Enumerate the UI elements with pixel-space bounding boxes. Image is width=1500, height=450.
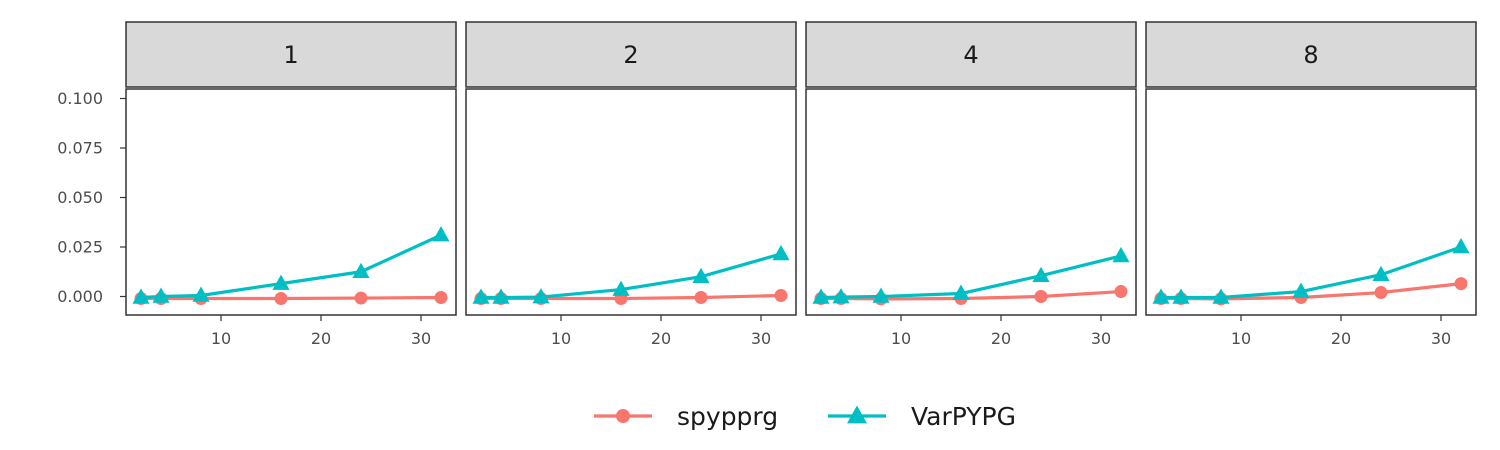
panel-area — [805, 88, 1137, 316]
legend-item-spypprg: spypprg — [594, 402, 778, 431]
x-tick-label: 30 — [1091, 329, 1111, 348]
panel-area — [465, 88, 797, 316]
legend-marker — [616, 409, 630, 423]
x-tick-label: 10 — [1231, 329, 1251, 348]
data-point-spypprg — [274, 291, 288, 305]
data-point-spypprg — [694, 290, 708, 304]
legend-item-VarPYPG: VarPYPG — [828, 402, 1016, 431]
data-point-VarPYPG — [872, 287, 890, 303]
data-point-VarPYPG — [1292, 282, 1310, 298]
facet-panel-8: 8 10 20 30 — [1145, 21, 1477, 348]
facet-panel-1: 1 10 20 30 — [125, 21, 457, 348]
data-point-VarPYPG — [832, 288, 850, 304]
y-tick-label: 0.100 — [57, 89, 103, 108]
facet-strip — [465, 21, 797, 88]
data-point-VarPYPG — [1172, 288, 1190, 304]
x-tick-label: 30 — [411, 329, 431, 348]
data-point-VarPYPG — [1372, 265, 1390, 282]
facet-strip — [805, 21, 1137, 88]
data-point-VarPYPG — [612, 280, 630, 296]
data-point-VarPYPG — [692, 267, 710, 283]
facet-strip-label: 4 — [963, 41, 978, 69]
series-line-spypprg — [141, 295, 442, 301]
data-point-VarPYPG — [192, 286, 210, 302]
facet-strip — [125, 21, 457, 88]
x-tick-label: 20 — [651, 329, 671, 348]
facet-panel-4: 4 10 20 30 — [805, 21, 1137, 348]
data-point-VarPYPG — [812, 288, 830, 304]
data-point-VarPYPG — [1032, 266, 1050, 283]
data-point-VarPYPG — [132, 288, 150, 304]
data-point-VarPYPG — [1112, 246, 1130, 263]
facet-strip-label: 2 — [623, 41, 638, 69]
x-tick-label: 10 — [551, 329, 571, 348]
data-point-VarPYPG — [432, 226, 450, 242]
data-point-VarPYPG — [772, 244, 790, 261]
panel-area — [1145, 88, 1477, 316]
data-point-VarPYPG — [1152, 288, 1170, 304]
x-tick-label: 30 — [1431, 329, 1451, 348]
data-point-spypprg — [434, 290, 448, 304]
x-tick-label: 30 — [751, 329, 771, 348]
data-point-spypprg — [1114, 285, 1128, 299]
facet-panel-2: 2 10 20 30 — [465, 21, 797, 348]
data-point-VarPYPG — [952, 284, 970, 300]
data-point-VarPYPG — [1452, 238, 1470, 254]
facet-strip — [1145, 21, 1477, 88]
data-point-spypprg — [1034, 290, 1048, 303]
data-point-VarPYPG — [272, 274, 290, 290]
legend-label: spypprg — [677, 402, 778, 431]
legend-marker — [847, 405, 867, 424]
facet-strip-label: 1 — [283, 41, 298, 69]
legend-label: VarPYPG — [911, 402, 1016, 431]
data-point-spypprg — [1454, 277, 1468, 291]
x-tick-label: 20 — [991, 329, 1011, 348]
facet-strip-label: 8 — [1303, 41, 1318, 69]
data-point-VarPYPG — [152, 287, 170, 303]
data-point-VarPYPG — [352, 262, 370, 279]
x-tick-label: 20 — [311, 329, 331, 348]
x-tick-label: 10 — [891, 329, 911, 348]
y-tick-label: 0.050 — [57, 188, 103, 207]
y-tick-label: 0.075 — [57, 139, 103, 158]
data-point-VarPYPG — [472, 288, 490, 304]
x-tick-label: 20 — [1331, 329, 1351, 348]
facet-panels: 1 10 20 30 2 10 20 30 4 10 20 30 8 10 20 30 — [125, 21, 1477, 348]
data-point-VarPYPG — [492, 288, 510, 304]
y-tick-label: 0.025 — [57, 238, 103, 257]
data-point-spypprg — [774, 289, 788, 303]
y-axis: 0.000 0.025 0.050 0.075 0.100 — [57, 89, 126, 306]
data-point-spypprg — [354, 291, 368, 305]
panel-area — [125, 88, 457, 316]
legend: spypprg VarPYPG — [594, 402, 1016, 431]
data-point-VarPYPG — [532, 288, 550, 304]
x-tick-label: 10 — [211, 329, 231, 348]
data-point-VarPYPG — [1212, 288, 1230, 304]
data-point-spypprg — [1374, 286, 1388, 300]
y-tick-label: 0.000 — [57, 287, 103, 306]
